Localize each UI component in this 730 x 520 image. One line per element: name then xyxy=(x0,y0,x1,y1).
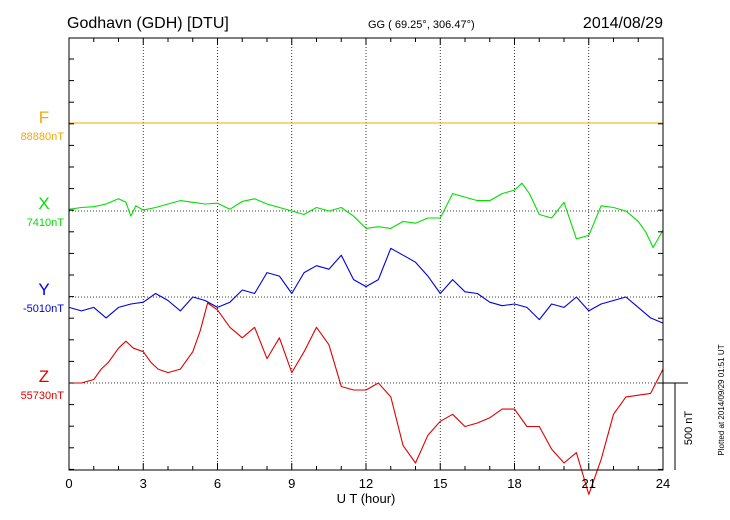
x-tick-label-9: 9 xyxy=(288,476,295,491)
x-tick-label-21: 21 xyxy=(582,476,596,491)
plotted-timestamp: Plotted at 2014/09/29 01:51 UT xyxy=(717,344,726,455)
series-baseline-f: 88880nT xyxy=(21,131,65,143)
series-name-x: X xyxy=(38,194,49,213)
x-tick-label-24: 24 xyxy=(656,476,670,491)
coordinates-label: GG ( 69.25°, 306.47°) xyxy=(368,19,475,31)
vertical-gridlines xyxy=(142,38,590,470)
trace-z xyxy=(69,302,664,495)
series-name-y: Y xyxy=(38,280,49,299)
series-name-z: Z xyxy=(39,367,49,386)
trace-y xyxy=(68,247,664,324)
scale-bar: 500 nT xyxy=(663,382,695,470)
series-labels: F 88880nT X 7410nT Y -5010nT Z 55730nT xyxy=(21,108,65,402)
traces xyxy=(68,122,664,495)
station-title: Godhavn (GDH) [DTU] xyxy=(67,15,229,32)
x-tick-label-0: 0 xyxy=(65,476,72,491)
x-tick-label-3: 3 xyxy=(140,476,147,491)
x-tick-label-15: 15 xyxy=(433,476,447,491)
x-tick-label-6: 6 xyxy=(214,476,221,491)
scale-bar-label: 500 nT xyxy=(683,411,695,446)
x-axis-label: U T (hour) xyxy=(337,491,396,506)
x-tick-label-12: 12 xyxy=(359,476,373,491)
axis-ticks xyxy=(68,38,664,470)
series-name-f: F xyxy=(39,108,49,127)
x-tick-label-18: 18 xyxy=(507,476,521,491)
series-baseline-z: 55730nT xyxy=(21,390,65,402)
trace-x xyxy=(68,182,664,249)
series-baseline-x: 7410nT xyxy=(27,217,65,229)
series-baseline-y: -5010nT xyxy=(23,303,64,315)
x-tick-labels: 0 3 6 9 12 15 18 21 24 xyxy=(65,476,670,491)
date-label: 2014/08/29 xyxy=(583,15,663,32)
